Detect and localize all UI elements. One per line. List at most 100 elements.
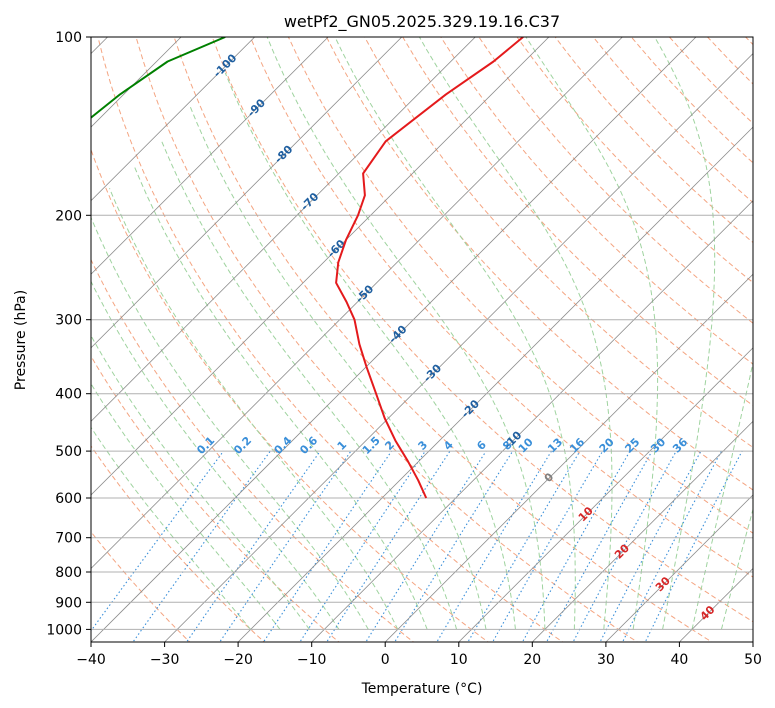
isotherm <box>91 37 623 569</box>
isotherm <box>605 494 753 642</box>
isotherm <box>532 420 753 642</box>
moist-adiabat <box>109 188 399 630</box>
moist-adiabat-label: 0 <box>542 470 557 485</box>
isotherm-label: -30 <box>421 361 444 384</box>
isotherm <box>91 37 476 422</box>
dry-adiabat <box>326 37 753 491</box>
isotherm <box>311 200 753 642</box>
isotherms <box>91 37 753 642</box>
y-tick-label: 200 <box>55 208 82 224</box>
moist-adiabat-label: 10 <box>576 504 596 524</box>
dry-adiabat <box>364 37 753 449</box>
moist-adiabat <box>691 360 753 630</box>
pressure-gridlines <box>91 37 753 630</box>
moist-adiabat <box>334 37 576 630</box>
mixing-ratio-line <box>644 450 743 642</box>
dry-adiabat <box>91 355 340 642</box>
mixing-ratio-line <box>621 450 722 642</box>
mixing-ratio-label: 1.5 <box>360 434 383 457</box>
moist-adiabat-label: 30 <box>653 574 673 594</box>
mixing-ratio-label: 0.6 <box>297 434 320 457</box>
mixing-ratio-line <box>572 450 677 642</box>
dry-adiabat <box>402 37 753 407</box>
isotherm <box>384 273 753 642</box>
dry-adiabat <box>97 37 564 642</box>
mixing-ratio-label: 20 <box>597 435 617 455</box>
x-tick-label: −40 <box>76 652 106 668</box>
mixing-ratio-label: 13 <box>545 436 565 456</box>
isotherm <box>164 53 753 642</box>
dewpoint-line <box>91 37 226 119</box>
isotherm-label: -40 <box>386 322 409 345</box>
moist-adiabat <box>720 507 753 630</box>
y-tick-label: 1000 <box>46 622 82 638</box>
mixing-ratio-label: 0.4 <box>272 434 295 457</box>
mixing-ratio-line <box>599 450 702 642</box>
dry-adiabat <box>745 37 753 46</box>
isotherm-label: -50 <box>353 282 376 305</box>
y-tick-label: 900 <box>55 595 82 611</box>
moist-adiabat <box>418 37 613 630</box>
mixing-ratio-lines <box>91 450 743 642</box>
isotherm <box>237 126 753 642</box>
chart-title: wetPf2_GN05.2025.329.19.16.C37 <box>284 12 560 32</box>
dry-adiabat <box>135 37 639 642</box>
series <box>91 37 524 499</box>
isotherm <box>91 37 550 496</box>
mixing-ratio-label: 30 <box>648 435 668 455</box>
mixing-ratio-line <box>326 450 451 642</box>
x-tick-label: −20 <box>223 652 253 668</box>
moist-adiabat <box>224 72 516 630</box>
dry-adiabat <box>91 445 265 642</box>
dry-adiabat <box>440 37 753 365</box>
temperature-line <box>335 37 524 499</box>
moist-adiabat <box>266 37 546 630</box>
y-tick-label: 800 <box>55 565 82 581</box>
x-tick-label: −30 <box>150 652 180 668</box>
dry-adiabat <box>516 37 753 284</box>
x-tick-label: 0 <box>381 652 390 668</box>
isotherm-label: -100 <box>211 51 240 80</box>
moist-adiabats <box>91 37 753 630</box>
mixing-ratio-line <box>219 450 352 642</box>
x-axis: −40 −30 −20 −10 0 10 20 30 40 50 <box>76 642 762 668</box>
mixing-ratio-label: 36 <box>670 435 690 455</box>
dry-adiabat <box>91 148 489 642</box>
dry-adiabat <box>287 37 753 534</box>
mixing-ratio-line <box>132 450 271 642</box>
isotherm-label: -90 <box>245 96 268 119</box>
y-tick-label: 100 <box>55 30 82 46</box>
isotherm-label: -70 <box>298 190 321 213</box>
mixing-ratio-line <box>467 450 581 642</box>
mixing-ratio-line <box>365 450 487 642</box>
mixing-ratio-line <box>91 450 224 632</box>
x-tick-label: 10 <box>450 652 468 668</box>
dry-adiabat <box>478 37 753 324</box>
y-tick-label: 600 <box>55 491 82 507</box>
moist-adiabat-label: 20 <box>612 541 632 561</box>
x-tick-label: 20 <box>523 652 541 668</box>
mixing-ratio-label: 16 <box>567 435 587 455</box>
moist-adiabat <box>91 280 340 630</box>
moist-adiabat-label: 40 <box>698 603 718 623</box>
mixing-ratio-line <box>299 450 426 642</box>
moist-adiabat <box>525 37 659 630</box>
y-tick-label: 700 <box>55 531 82 547</box>
isotherm <box>679 567 753 642</box>
plot-frame <box>90 36 754 643</box>
mixing-ratio-line <box>394 450 514 642</box>
moist-adiabat <box>654 37 716 630</box>
isotherm <box>91 37 255 202</box>
isotherm <box>91 37 697 642</box>
isotherm <box>91 37 403 349</box>
mixing-ratio-label: 0.2 <box>231 434 254 457</box>
isotherm <box>458 347 753 642</box>
dry-adiabat <box>554 37 753 244</box>
isotherm <box>91 37 329 275</box>
moist-adiabat <box>188 104 487 630</box>
dry-adiabats <box>91 37 753 642</box>
dry-adiabat <box>707 37 753 85</box>
y-tick-label: 400 <box>55 387 82 403</box>
plot-area: -100-90-80-70-60-50-40-30-20-100.1 0.2 0.4… <box>91 37 753 642</box>
